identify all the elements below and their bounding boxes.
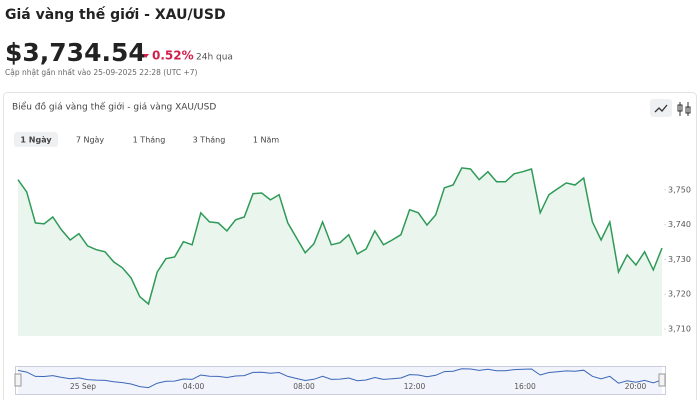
- price: $3,734.54: [5, 38, 146, 67]
- updated-time: Cập nhật gần nhất vào 25-09-2025 22:28 (…: [5, 68, 198, 77]
- chart-title: Biểu đồ giá vàng thế giới - giá vàng XAU…: [12, 102, 216, 113]
- candle-icon: [677, 102, 691, 116]
- y-tick-label: 3,740: [668, 220, 691, 229]
- navigator-label: 08:00: [293, 382, 315, 391]
- range-tab[interactable]: [124, 132, 174, 147]
- navigator-label: 25 Sep: [70, 382, 96, 391]
- price-line: [17, 167, 663, 306]
- page-title: Giá vàng thế giới - XAU/USD: [5, 6, 226, 23]
- line-chart-button[interactable]: [650, 99, 672, 117]
- y-tick-label: 3,710: [668, 325, 691, 334]
- y-tick-label: 3,730: [668, 255, 691, 264]
- navigator-line: [17, 368, 663, 389]
- range-tab[interactable]: [68, 132, 112, 147]
- navigator-label: 20:00: [625, 382, 647, 391]
- navigator-label: 16:00: [514, 382, 536, 391]
- candle-chart-button[interactable]: [674, 99, 694, 117]
- range-tab-label: 1 Tháng: [133, 136, 166, 145]
- navigator-label: 12:00: [404, 382, 426, 391]
- navigator-handle[interactable]: [14, 373, 22, 387]
- change-period: 24h qua: [196, 53, 233, 63]
- range-tab[interactable]: [246, 132, 286, 147]
- price-change: 0.52%: [152, 49, 194, 63]
- range-tab-label: 1 Năm: [253, 136, 280, 145]
- range-tab-label: 7 Ngày: [76, 136, 105, 145]
- chart-card: [3, 92, 697, 400]
- range-tab-label: 1 Ngày: [20, 136, 52, 145]
- down-arrow: [143, 54, 149, 58]
- y-tick-label: 3,720: [668, 290, 691, 299]
- navigator-handle[interactable]: [658, 373, 666, 387]
- area-fill: [18, 167, 662, 336]
- range-tab[interactable]: [184, 132, 234, 147]
- y-tick-label: 3,750: [668, 185, 691, 194]
- range-tab-label: 3 Tháng: [193, 136, 226, 145]
- line-icon: [654, 104, 668, 113]
- range-tab[interactable]: [14, 132, 58, 147]
- navigator-label: 04:00: [183, 382, 205, 391]
